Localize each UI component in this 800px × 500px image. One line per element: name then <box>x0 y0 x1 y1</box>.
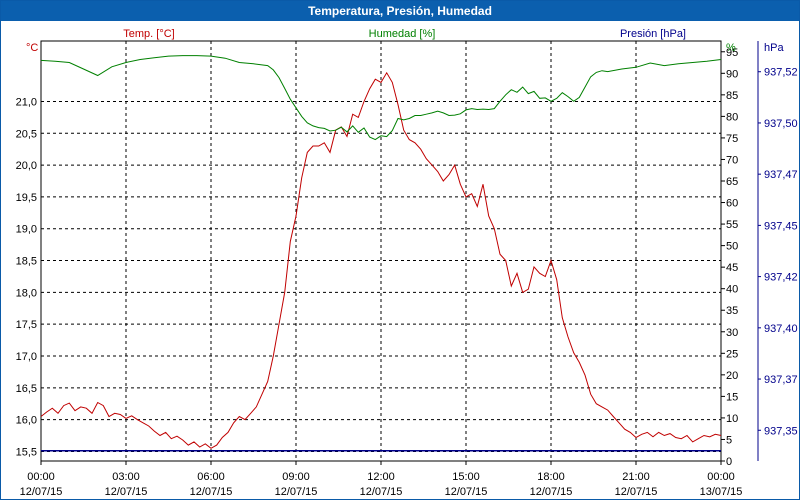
temperature-tick-label: 18,0 <box>16 287 37 299</box>
humidity-tick-label: 80 <box>726 111 738 123</box>
pressure-tick-label: 937,35 <box>764 425 798 437</box>
temperature-tick-label: 19,5 <box>16 192 37 204</box>
pressure-tick-label: 937,52 <box>764 67 798 79</box>
temperature-tick-label: 17,0 <box>16 351 37 363</box>
x-tick-label-time: 15:00 <box>452 471 480 483</box>
pressure-axis-unit: hPa <box>764 42 784 54</box>
pressure-tick-label: 937,42 <box>764 272 798 284</box>
pressure-tick-label: 937,50 <box>764 118 798 130</box>
x-tick-label-time: 12:00 <box>367 471 395 483</box>
x-tick-label-date: 12/07/15 <box>530 486 573 498</box>
humidity-tick-label: 10 <box>726 413 738 425</box>
pressure-tick-label: 937,37 <box>764 374 798 386</box>
humidity-tick-label: 95 <box>726 47 738 59</box>
temperature-tick-label: 16,5 <box>16 383 37 395</box>
humidity-axis-label: Humedad [%] <box>369 28 436 40</box>
x-tick-label-time: 00:00 <box>27 471 55 483</box>
series-line-temperature <box>40 71 722 449</box>
humidity-tick-label: 60 <box>726 198 738 210</box>
temperature-tick-label: 18,5 <box>16 256 37 268</box>
humidity-tick-label: 40 <box>726 284 738 296</box>
humidity-tick-label: 55 <box>726 219 738 231</box>
x-tick-label-date: 13/07/15 <box>700 486 743 498</box>
x-tick-label-date: 12/07/15 <box>105 486 148 498</box>
temperature-tick-label: 20,0 <box>16 160 37 172</box>
humidity-tick-label: 15 <box>726 391 738 403</box>
series <box>40 55 722 452</box>
x-tick-label-date: 12/07/15 <box>20 486 63 498</box>
humidity-tick-label: 30 <box>726 327 738 339</box>
humidity-tick-label: 90 <box>726 68 738 80</box>
humidity-tick-label: 25 <box>726 348 738 360</box>
temperature-tick-label: 20,5 <box>16 128 37 140</box>
x-tick-label-time: 18:00 <box>537 471 565 483</box>
humidity-tick-label: 20 <box>726 370 738 382</box>
temperature-tick-label: 15,5 <box>16 446 37 458</box>
temperature-axis-label: Temp. [°C] <box>123 28 174 40</box>
humidity-tick-label: 75 <box>726 133 738 145</box>
humidity-tick-label: 0 <box>726 456 732 468</box>
humidity-tick-label: 70 <box>726 154 738 166</box>
series-line-humidity <box>40 55 722 141</box>
x-tick-label-time: 21:00 <box>622 471 650 483</box>
axes: 00:00 12/07/15 03:00 12/07/15 06:00 12/07/15 0… <box>16 41 798 498</box>
x-tick-label-date: 12/07/15 <box>275 486 318 498</box>
temperature-tick-label: 21,0 <box>16 96 37 108</box>
x-tick-label-time: 09:00 <box>282 471 310 483</box>
pressure-axis-label: Presión [hPa] <box>620 28 686 40</box>
window-title: Temperatura, Presión, Humedad <box>1 1 799 21</box>
x-tick-label-date: 12/07/15 <box>615 486 658 498</box>
humidity-tick-label: 85 <box>726 90 738 102</box>
temperature-tick-label: 19,0 <box>16 224 37 236</box>
x-tick-label-time: 00:00 <box>707 471 735 483</box>
x-tick-label-date: 12/07/15 <box>190 486 233 498</box>
x-tick-label-date: 12/07/15 <box>445 486 488 498</box>
temperature-tick-label: 17,5 <box>16 319 37 331</box>
humidity-tick-label: 45 <box>726 262 738 274</box>
temperature-axis-unit: °C <box>26 42 38 54</box>
temperature-tick-label: 16,0 <box>16 415 37 427</box>
humidity-tick-label: 5 <box>726 434 732 446</box>
x-tick-label-time: 06:00 <box>197 471 225 483</box>
humidity-tick-label: 35 <box>726 305 738 317</box>
pressure-tick-label: 937,45 <box>764 220 798 232</box>
humidity-tick-label: 65 <box>726 176 738 188</box>
humidity-tick-label: 50 <box>726 241 738 253</box>
pressure-tick-label: 937,47 <box>764 169 798 181</box>
grid <box>40 40 722 462</box>
pressure-tick-label: 937,40 <box>764 323 798 335</box>
humidity-axis-unit: % <box>726 42 736 54</box>
x-tick-label-time: 03:00 <box>112 471 140 483</box>
x-tick-label-date: 12/07/15 <box>360 486 403 498</box>
